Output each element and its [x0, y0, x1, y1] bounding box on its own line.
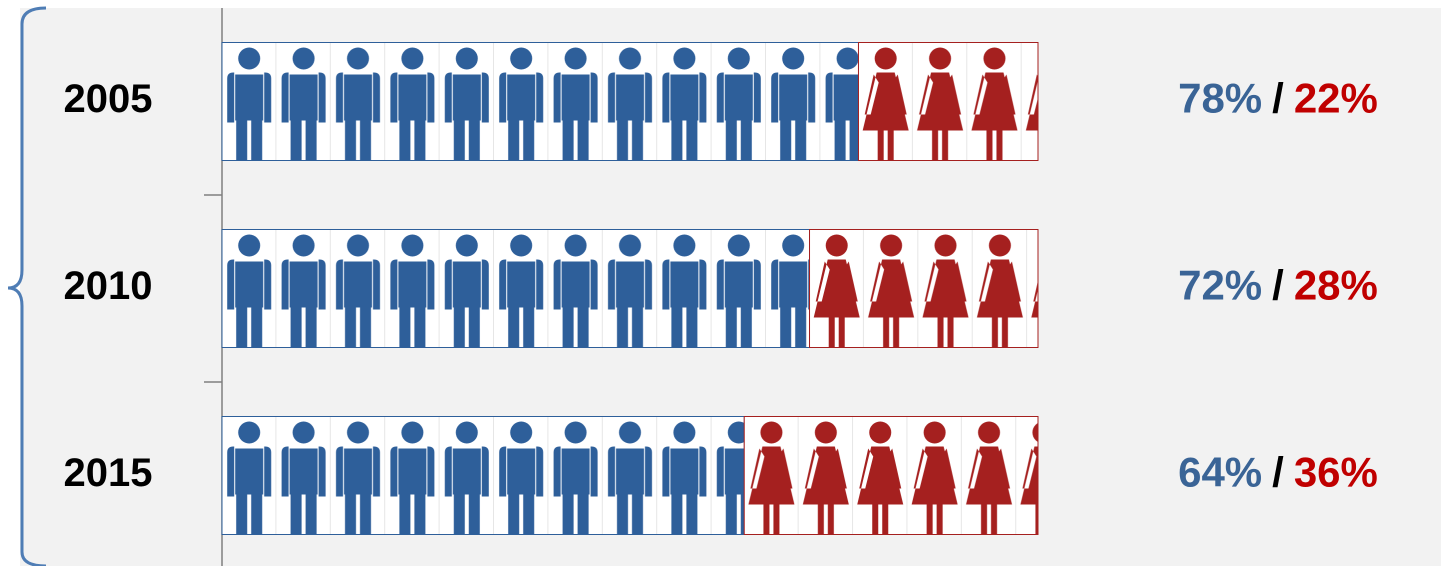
bar-segment [809, 229, 1039, 348]
separator: / [1272, 75, 1284, 122]
value-label-part: 72% [1178, 262, 1262, 309]
bar-segment [221, 416, 745, 535]
bracket [7, 6, 47, 566]
value-label-part: 22% [1294, 75, 1378, 122]
bar-segment [743, 416, 1039, 535]
value-label-part: 28% [1294, 262, 1378, 309]
category-label: 2010 [64, 264, 153, 308]
category-label: 2005 [64, 77, 153, 121]
value-label: 72%/28% [1178, 262, 1378, 309]
bar-segment [857, 42, 1039, 161]
separator: / [1272, 449, 1284, 496]
category-label: 2015 [64, 451, 153, 495]
value-label: 78%/22% [1178, 75, 1378, 122]
value-label-part: 78% [1178, 75, 1262, 122]
value-label: 64%/36% [1178, 449, 1378, 496]
value-label-part: 64% [1178, 449, 1262, 496]
value-label-part: 36% [1294, 449, 1378, 496]
bar-segment [221, 229, 811, 348]
separator: / [1272, 262, 1284, 309]
bar-segment [221, 42, 859, 161]
